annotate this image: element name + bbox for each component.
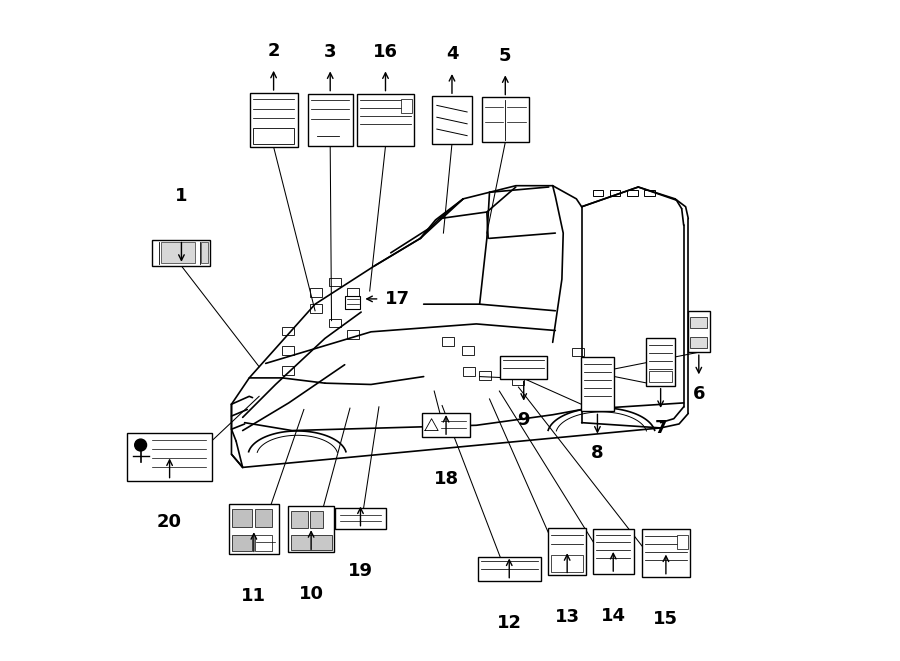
Text: 6: 6 xyxy=(693,385,705,403)
Bar xyxy=(650,371,671,383)
Text: 4: 4 xyxy=(446,45,458,63)
Bar xyxy=(328,319,341,327)
Bar xyxy=(232,535,251,551)
Bar xyxy=(462,346,473,355)
Bar xyxy=(308,94,353,146)
Bar xyxy=(572,348,584,356)
Text: 15: 15 xyxy=(653,609,679,627)
Bar xyxy=(283,346,294,355)
Bar xyxy=(288,506,334,553)
Bar xyxy=(128,433,212,481)
Bar xyxy=(593,529,634,574)
Bar xyxy=(677,535,688,549)
Text: 16: 16 xyxy=(373,42,398,61)
Bar xyxy=(253,128,294,143)
Text: 2: 2 xyxy=(267,42,280,60)
Bar xyxy=(548,528,586,575)
Text: 1: 1 xyxy=(176,188,188,206)
Bar xyxy=(152,240,211,266)
Bar xyxy=(202,243,209,263)
Bar xyxy=(581,358,614,411)
Bar xyxy=(347,330,359,339)
Text: 19: 19 xyxy=(348,562,373,580)
Bar xyxy=(256,509,273,527)
Bar xyxy=(283,327,294,335)
Bar xyxy=(500,356,547,379)
Bar xyxy=(627,190,637,196)
Text: 8: 8 xyxy=(591,444,604,463)
Bar xyxy=(593,190,603,196)
Bar xyxy=(291,511,308,528)
Bar xyxy=(646,338,675,386)
Text: 5: 5 xyxy=(499,46,511,65)
Bar xyxy=(422,413,470,437)
Text: 20: 20 xyxy=(158,514,182,531)
Bar xyxy=(512,377,524,385)
Bar xyxy=(690,317,707,328)
Bar xyxy=(552,555,583,572)
Bar xyxy=(347,288,359,297)
Bar xyxy=(310,511,323,528)
Bar xyxy=(464,368,475,376)
Bar xyxy=(345,296,361,309)
Bar xyxy=(310,304,322,313)
Bar xyxy=(401,98,412,113)
Bar xyxy=(328,278,341,286)
Text: 11: 11 xyxy=(241,587,266,605)
Bar xyxy=(283,366,294,375)
Bar xyxy=(335,508,386,529)
Bar xyxy=(479,371,490,380)
Text: 18: 18 xyxy=(434,470,459,488)
Bar xyxy=(432,96,473,143)
Text: 17: 17 xyxy=(385,290,410,308)
Bar xyxy=(161,243,195,263)
Bar xyxy=(310,288,322,297)
Circle shape xyxy=(135,439,147,451)
Bar xyxy=(642,529,690,576)
Bar xyxy=(610,190,620,196)
Bar xyxy=(249,93,298,147)
Text: 9: 9 xyxy=(518,411,530,430)
Bar xyxy=(690,337,707,348)
Bar xyxy=(256,535,273,551)
Bar xyxy=(232,509,251,527)
Text: 13: 13 xyxy=(554,608,580,626)
Bar xyxy=(644,190,654,196)
Text: 12: 12 xyxy=(497,613,522,631)
Text: 10: 10 xyxy=(299,585,324,603)
Bar xyxy=(478,557,541,580)
Text: 3: 3 xyxy=(324,42,337,61)
Text: 14: 14 xyxy=(600,607,626,625)
Bar xyxy=(356,94,415,146)
Bar xyxy=(442,337,454,346)
Bar xyxy=(688,311,710,352)
Bar xyxy=(482,97,529,142)
Bar xyxy=(291,535,331,550)
Bar xyxy=(535,361,546,369)
Bar xyxy=(230,504,278,555)
Text: 7: 7 xyxy=(654,418,667,437)
